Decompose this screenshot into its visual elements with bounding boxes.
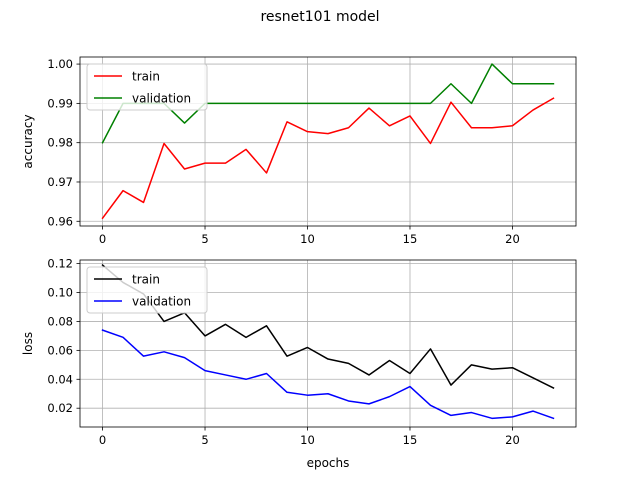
x-tick-label: 0 xyxy=(99,433,106,447)
y-tick-label: 0.12 xyxy=(47,257,73,271)
legend-label-train: train xyxy=(132,273,160,287)
y-tick-label: 0.02 xyxy=(47,401,73,415)
legend: train validation xyxy=(86,63,208,111)
x-tick-label: 10 xyxy=(300,433,315,447)
y-tick-label: 0.04 xyxy=(47,372,73,386)
legend-label-train: train xyxy=(132,70,160,84)
x-tick-label: 5 xyxy=(201,232,208,246)
legend-label-validation: validation xyxy=(132,295,191,309)
accuracy-subplot: 0 5 10 15 20 0.96 0.97 0.98 0.99 1.00 accuracy trai… xyxy=(21,56,577,246)
series-line-train xyxy=(101,264,555,389)
x-axis-label: epochs xyxy=(307,456,350,470)
y-tick-label: 1.00 xyxy=(47,57,73,71)
series-line-validation xyxy=(101,63,555,144)
y-axis-label: loss xyxy=(21,332,35,355)
y-tick-label: 0.96 xyxy=(47,214,73,228)
x-tick-label: 20 xyxy=(505,232,520,246)
series-line-train xyxy=(101,97,555,220)
y-tick-label: 0.99 xyxy=(47,96,73,110)
legend-label-validation: validation xyxy=(132,92,191,106)
axes-frame xyxy=(79,259,577,428)
y-tick-label: 0.98 xyxy=(47,136,73,150)
figure-title: resnet101 model xyxy=(260,9,379,25)
x-tick-label: 15 xyxy=(403,433,418,447)
x-tick-label: 15 xyxy=(403,232,418,246)
y-tick-label: 0.06 xyxy=(47,343,73,357)
axes-frame xyxy=(79,56,577,227)
y-tick-label: 0.97 xyxy=(47,175,73,189)
y-axis-label: accuracy xyxy=(21,114,35,168)
x-tick-label: 0 xyxy=(99,232,106,246)
x-tick-label: 5 xyxy=(201,433,208,447)
y-tick-label: 0.10 xyxy=(47,286,73,300)
x-tick-label: 20 xyxy=(505,433,520,447)
legend: train validation xyxy=(86,266,208,314)
x-tick-label: 10 xyxy=(300,232,315,246)
loss-subplot: 0 5 10 15 20 0.02 0.04 0.06 0.08 0.10 0.12 loss epoc… xyxy=(21,257,577,470)
series-line-validation xyxy=(101,329,555,420)
y-tick-label: 0.08 xyxy=(47,314,73,328)
